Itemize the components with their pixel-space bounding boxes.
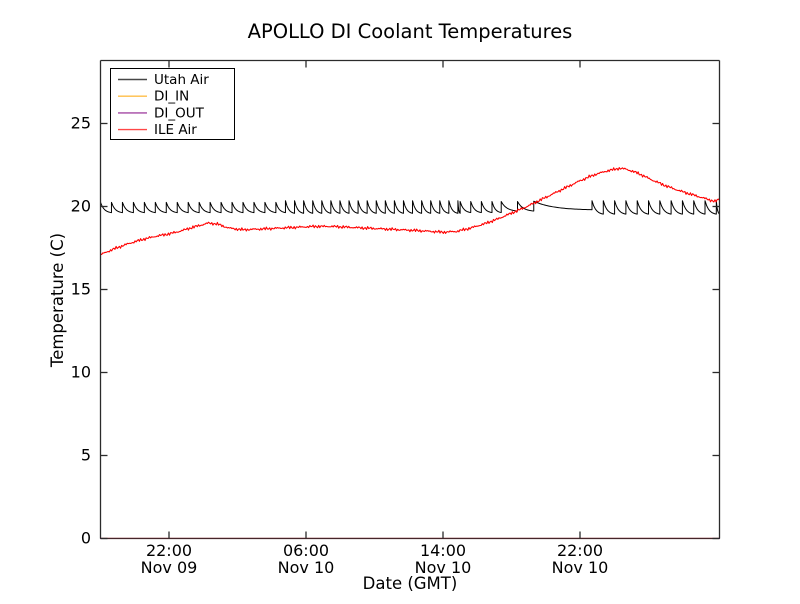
x-tick-date-1: Nov 10 <box>278 558 335 577</box>
legend-label-utah-air: Utah Air <box>154 72 209 88</box>
x-tick-date-3: Nov 10 <box>552 558 609 577</box>
y-tick-label-20: 20 <box>71 197 91 216</box>
tick-marks <box>100 60 720 540</box>
chart-title: APOLLO DI Coolant Temperatures <box>248 20 573 43</box>
y-tick-label-25: 25 <box>71 114 91 133</box>
y-tick-label-0: 0 <box>81 529 91 548</box>
series-line-ile-air <box>100 167 720 256</box>
y-tick-label-15: 15 <box>71 280 91 299</box>
legend-label-di-in: DI_IN <box>154 89 189 105</box>
legend-label-di-out: DI_OUT <box>154 105 205 121</box>
x-tick-time-1: 06:00 <box>283 541 329 560</box>
data-series-layer <box>100 167 720 539</box>
legend-box <box>110 68 235 140</box>
y-axis-label: Temperature (C) <box>48 233 67 368</box>
y-tick-label-10: 10 <box>71 363 91 382</box>
y-tick-labels: 0 5 10 15 20 25 <box>71 114 91 548</box>
axes-frame <box>99 59 721 540</box>
x-tick-time-3: 22:00 <box>557 541 603 560</box>
x-tick-date-2: Nov 10 <box>415 558 472 577</box>
x-tick-labels: 22:00 Nov 09 06:00 Nov 10 14:00 Nov 10 2… <box>141 541 609 577</box>
x-tick-date-0: Nov 09 <box>141 558 198 577</box>
series-line-utah-air <box>100 200 720 215</box>
x-tick-time-2: 14:00 <box>420 541 466 560</box>
legend: Utah Air DI_IN DI_OUT ILE Air <box>110 68 235 140</box>
x-tick-time-0: 22:00 <box>146 541 192 560</box>
y-tick-label-5: 5 <box>81 446 91 465</box>
x-axis-label: Date (GMT) <box>363 574 458 593</box>
legend-label-ile-air: ILE Air <box>154 122 197 138</box>
